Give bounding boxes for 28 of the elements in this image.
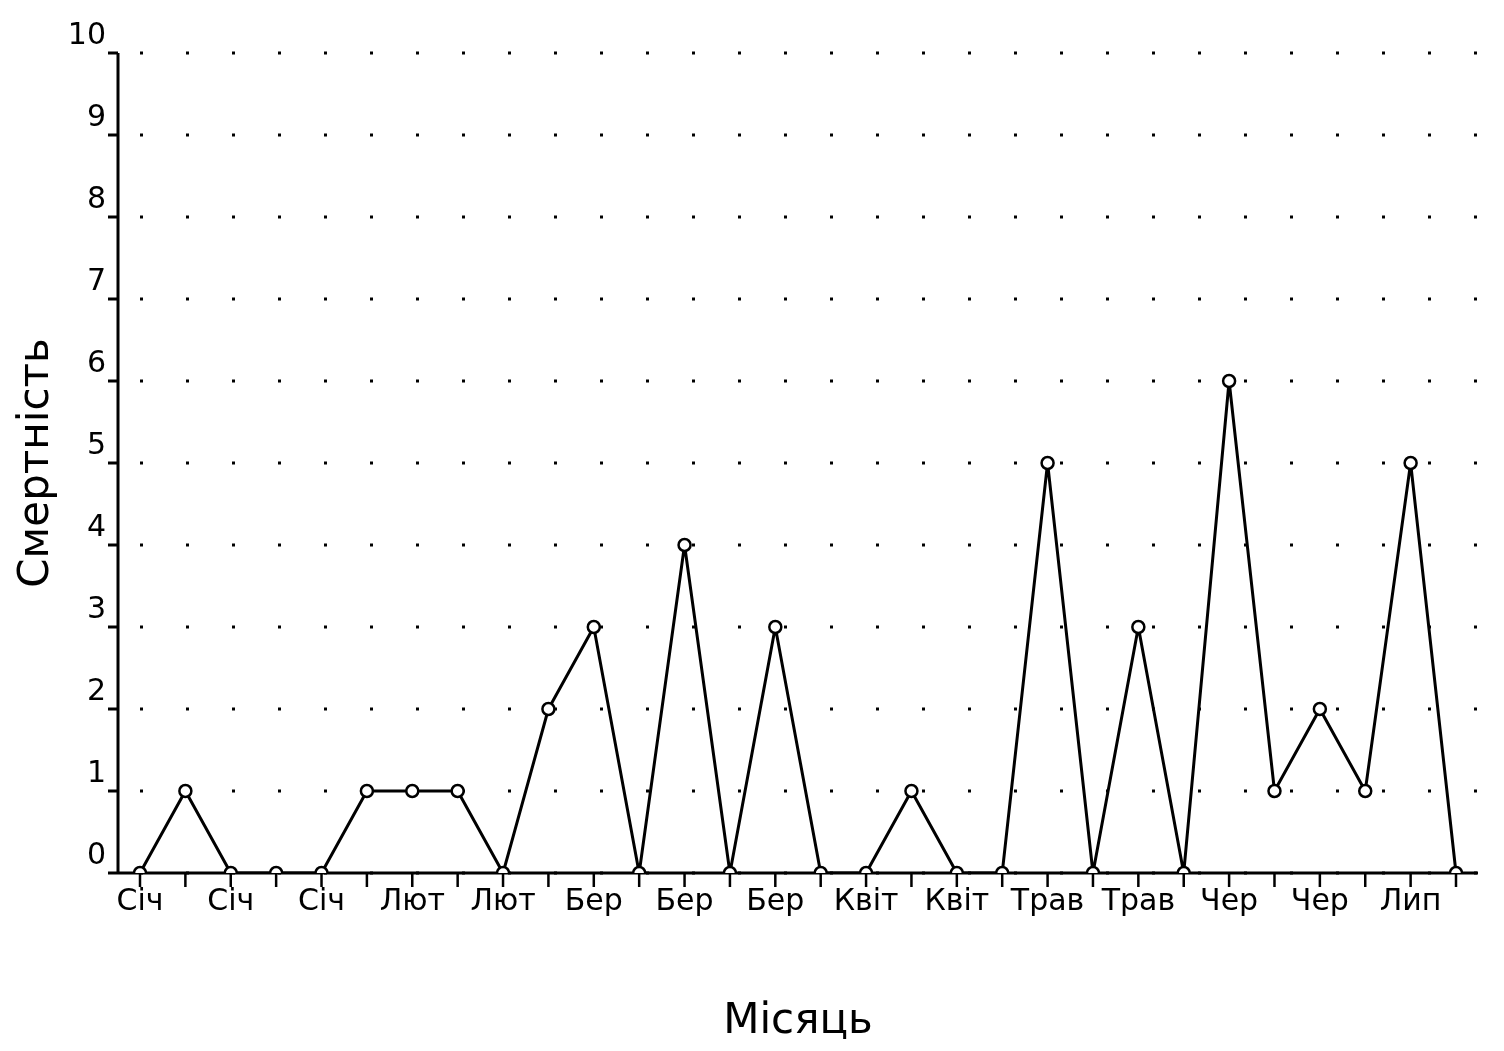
x-tick-label: Чер xyxy=(1200,882,1259,918)
x-tick-label: Лют xyxy=(379,882,445,918)
y-tick-label: 4 xyxy=(86,507,106,543)
y-tick-label: 3 xyxy=(86,589,106,625)
x-tick-label: Чер xyxy=(1290,882,1349,918)
y-tick-label: 5 xyxy=(86,425,106,461)
x-tick-label: Бер xyxy=(746,882,805,918)
x-tick-label: Лют xyxy=(470,882,536,918)
y-tick-label: 10 xyxy=(67,15,106,51)
x-tick-label: Січ xyxy=(116,882,164,918)
x-tick-label: Квіт xyxy=(833,882,899,918)
x-tick-label: Лип xyxy=(1379,882,1442,918)
y-tick-label: 8 xyxy=(86,179,106,215)
y-tick-label: 6 xyxy=(86,343,106,379)
y-tick-label: 7 xyxy=(86,261,106,297)
y-axis-title: Смертність xyxy=(8,338,58,588)
x-tick-label: Квіт xyxy=(924,882,990,918)
y-tick-label: 0 xyxy=(86,835,106,871)
y-tick-label: 2 xyxy=(86,671,106,707)
x-tick-label: Бер xyxy=(655,882,714,918)
x-tick-label: Січ xyxy=(207,882,255,918)
x-axis-title: Місяць xyxy=(723,994,873,1043)
x-tick-label: Бер xyxy=(564,882,623,918)
y-tick-label: 1 xyxy=(86,753,106,789)
x-tick-label: Трав xyxy=(1100,882,1176,918)
x-tick-label: Січ xyxy=(298,882,346,918)
y-tick-label: 9 xyxy=(86,97,106,133)
x-tick-label: Трав xyxy=(1009,882,1085,918)
